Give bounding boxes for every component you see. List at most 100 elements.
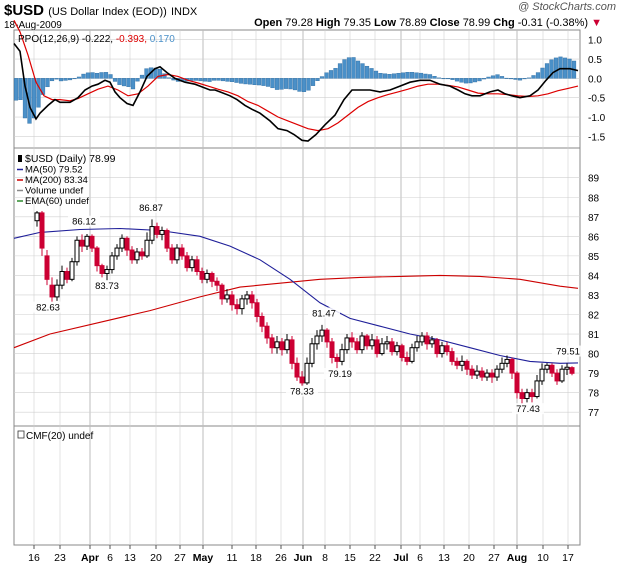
ppo-histogram-bar	[207, 78, 212, 82]
candle-body	[359, 335, 365, 351]
ppo-histogram-bar	[436, 77, 442, 79]
symbol-text: $USD	[4, 2, 45, 19]
ppo-y-tick: 0.0	[588, 74, 602, 85]
ppo-histogram-bar	[63, 78, 68, 81]
candle-body	[94, 247, 100, 267]
ppo-histogram-bar	[288, 78, 293, 90]
ppo-histogram-bar	[139, 74, 145, 79]
ppo-histogram-bar	[405, 72, 410, 79]
ppo-histogram-bar	[265, 78, 271, 87]
price-annotation: 86.87	[139, 203, 163, 214]
ppo-histogram-bar	[481, 78, 487, 80]
candle-body	[354, 341, 360, 351]
candle-body	[119, 237, 125, 249]
candle-body	[419, 335, 425, 343]
price-y-tick: 83	[588, 291, 600, 302]
price-legend-entry: MA(50) 79.52	[25, 165, 83, 176]
candle-body	[384, 341, 390, 345]
x-axis-label: 26	[275, 552, 287, 564]
candle-body	[249, 294, 255, 304]
ppo-histogram-bar	[58, 78, 64, 82]
ppo-histogram-bar	[126, 78, 131, 87]
ppo-histogram-bar	[297, 78, 302, 92]
ppo-histogram-bar	[54, 78, 59, 80]
candle-body	[229, 294, 235, 306]
ppo-histogram-bar	[130, 78, 136, 90]
candle-body	[409, 347, 415, 362]
ppo-histogram-bar	[85, 72, 91, 79]
ppo-histogram-bar	[229, 78, 235, 82]
price-y-tick: 78	[588, 389, 600, 400]
candle-body	[99, 265, 105, 274]
ppo-histogram-bar	[279, 78, 284, 90]
ppo-histogram-bar	[135, 78, 140, 82]
chart-date: 18-Aug-2009	[4, 20, 62, 31]
ppo-histogram-bar	[310, 78, 316, 86]
candle-body	[519, 392, 525, 400]
ppo-histogram-bar	[103, 72, 109, 79]
ppo-histogram-bar	[157, 68, 163, 79]
price-y-tick: 84	[588, 271, 600, 282]
ppo-histogram-bar	[355, 60, 361, 79]
price-annotation: 78.33	[290, 387, 314, 398]
price-annotation: 79.19	[328, 369, 352, 380]
candle-body	[174, 247, 180, 261]
candle-body	[294, 362, 300, 378]
ppo-histogram-bar	[387, 74, 392, 79]
candle-body	[224, 294, 230, 300]
candle-body	[234, 304, 240, 310]
x-axis-label: 13	[124, 552, 136, 564]
signal-legend-value: -0.393,	[116, 34, 150, 45]
candle-body	[49, 284, 55, 298]
candle-body	[454, 360, 460, 366]
x-axis-label: Jul	[393, 552, 408, 564]
candle-body	[84, 235, 90, 247]
ppo-histogram-bar	[517, 78, 523, 81]
ppo-histogram-bar	[283, 78, 289, 89]
ppo-histogram-bar	[36, 78, 41, 108]
ppo-histogram-bar	[540, 67, 545, 79]
candle-body	[64, 271, 70, 280]
ppo-histogram-bar	[499, 76, 505, 79]
x-axis-label: May	[193, 552, 214, 564]
ppo-line	[13, 43, 579, 142]
x-axis-label: Jun	[294, 552, 313, 564]
ppo-histogram-bar	[211, 78, 217, 81]
candle-body	[169, 247, 175, 261]
chart-symbol: $USD (US Dollar Index (EOD)) INDX	[4, 2, 197, 19]
low-value: 78.89	[399, 17, 427, 29]
candle-body	[124, 237, 130, 251]
ppo-histogram-bar	[247, 78, 253, 85]
candle-body	[269, 337, 275, 349]
x-axis-label: 20	[150, 552, 162, 564]
close-label: Close	[429, 17, 460, 29]
candle-body	[264, 325, 270, 339]
ppo-histogram-bar	[544, 63, 550, 79]
candle-body	[424, 335, 430, 345]
candle-body	[344, 337, 350, 351]
price-y-tick: 82	[588, 310, 600, 321]
grid-lines	[14, 30, 580, 545]
price-y-tick: 86	[588, 232, 600, 243]
x-axis-label: 17	[562, 552, 574, 564]
candle-body	[554, 372, 560, 382]
ppo-histogram-bar	[238, 78, 244, 84]
ppo-histogram-bar	[369, 68, 374, 79]
open-label: Open	[254, 17, 283, 29]
candle-body	[394, 345, 400, 353]
price-annotation: 77.43	[516, 404, 540, 415]
ppo-histogram-bar	[427, 74, 433, 79]
ppo-histogram-bar	[252, 78, 257, 85]
candle-body	[69, 261, 75, 280]
price-annotation-bg	[32, 301, 64, 313]
ppo-histogram-bar	[454, 78, 460, 82]
ppo-histogram-bar	[558, 56, 563, 79]
ppo-histogram-bar	[468, 78, 473, 84]
price-y-tick: 88	[588, 193, 600, 204]
x-axis-label: 23	[54, 552, 66, 564]
candle-body	[109, 255, 115, 271]
high-value: 79.35	[343, 17, 371, 29]
ppo-histogram-bar	[225, 78, 230, 82]
candle-body	[324, 329, 330, 343]
price-annotation-bg	[308, 307, 340, 319]
